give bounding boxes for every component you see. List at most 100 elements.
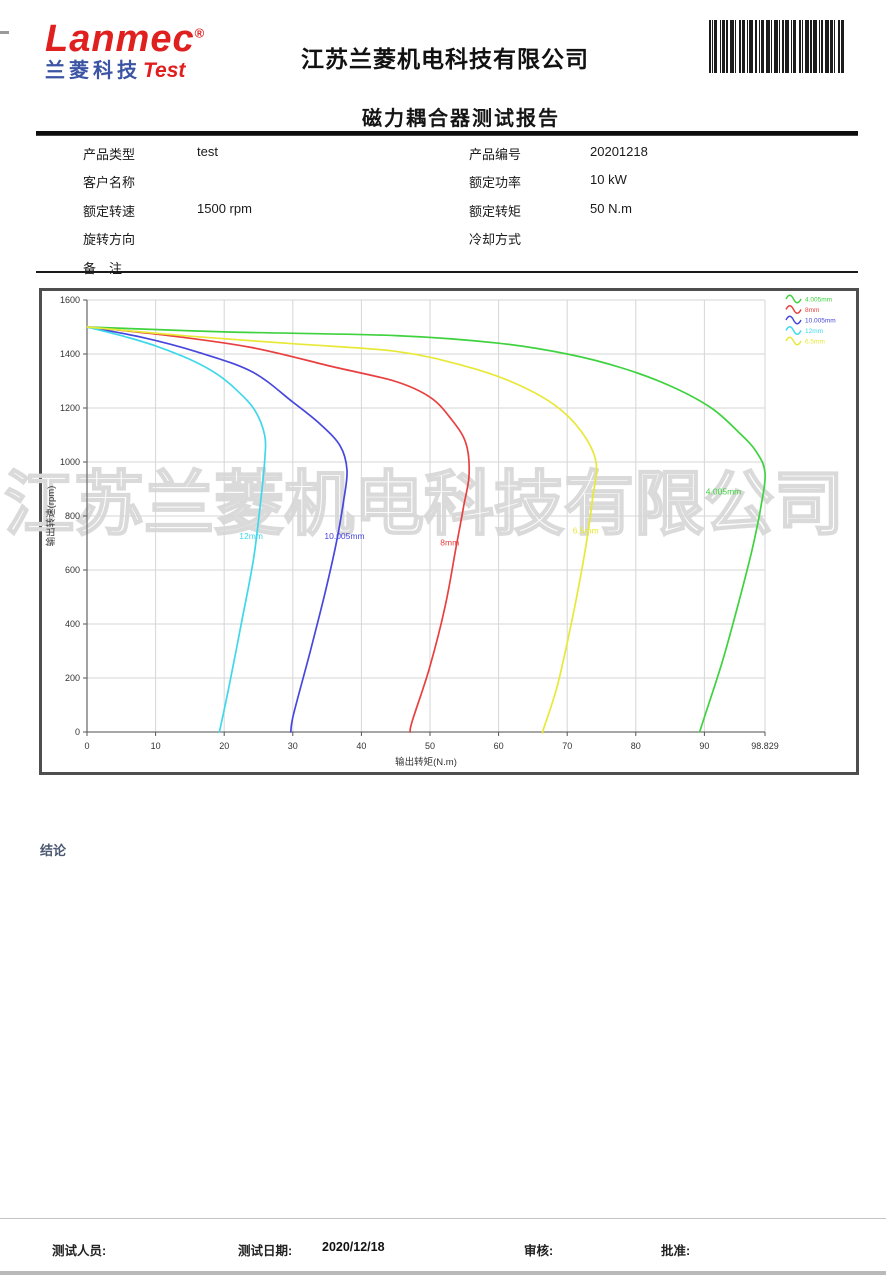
legend-label: 8mm xyxy=(805,307,819,314)
y-tick-label: 1400 xyxy=(60,349,80,359)
page-bottom-edge xyxy=(0,1271,886,1275)
y-tick-label: 400 xyxy=(65,619,80,629)
logo-subtitle: 兰菱科技Test xyxy=(45,60,205,81)
barcode-bar xyxy=(712,20,714,73)
logo-subtitle-cn: 兰菱科技 xyxy=(45,60,141,82)
legend-label: 4.005mm xyxy=(805,297,832,304)
field-label-rated-torque: 额定转矩 xyxy=(469,203,522,219)
footer-divider xyxy=(0,1218,886,1219)
field-value-rated-power: 10 kW xyxy=(590,172,627,188)
field-value-product-type: test xyxy=(197,144,218,159)
company-name: 江苏兰菱机电科技有限公司 xyxy=(301,46,589,72)
barcode-bar xyxy=(813,20,817,73)
barcode-bar xyxy=(818,20,820,73)
series-curve-8mm xyxy=(86,326,471,733)
field-value-rated-speed: 1500 rpm xyxy=(197,200,252,216)
barcode-bar xyxy=(784,20,790,73)
x-tick-label: 50 xyxy=(425,741,435,751)
barcode-bar xyxy=(798,20,801,73)
barcode-bar xyxy=(834,20,836,73)
product-info-form: 产品类型 test 产品编号 20201218 客户名称 额定功率 10 kW … xyxy=(0,144,886,286)
legend-label: 12mm xyxy=(805,328,823,335)
y-axis-title: 输出转速(rpm) xyxy=(45,486,57,547)
barcode xyxy=(709,20,847,73)
y-tick-label: 800 xyxy=(65,511,80,521)
series-label-8mm: 8mm xyxy=(440,538,459,548)
series-label-4.005mm: 4.005mm xyxy=(706,486,741,496)
x-tick-label: 10 xyxy=(151,741,161,751)
barcode-bar xyxy=(746,20,748,73)
barcode-bar xyxy=(714,20,718,73)
barcode-bar xyxy=(793,20,797,73)
y-tick-label: 600 xyxy=(65,565,80,575)
barcode-bar xyxy=(791,20,793,73)
form-row: 额定转速 1500 rpm 额定转矩 50 N.m xyxy=(0,201,886,229)
form-row: 客户名称 额定功率 10 kW xyxy=(0,172,886,200)
report-title: 磁力耦合器测试报告 xyxy=(362,108,560,130)
x-tick-label: 0 xyxy=(84,741,89,751)
legend-label: 10.005mm xyxy=(805,318,836,325)
legend-line-icon xyxy=(785,305,802,314)
x-tick-label: 60 xyxy=(494,741,504,751)
y-tick-label: 1200 xyxy=(60,403,80,413)
legend-label: 6.5mm xyxy=(805,339,825,346)
logo-brand-text: Lanmec® xyxy=(45,18,206,60)
field-label-product-type: 产品类型 xyxy=(83,147,136,162)
y-tick-label: 200 xyxy=(65,673,80,683)
company-logo: Lanmec® 兰菱科技Test xyxy=(45,20,205,81)
x-tick-label: 30 xyxy=(288,741,298,751)
series-curve-6.5mm xyxy=(86,326,598,734)
series-curve-4.005mm xyxy=(86,326,766,733)
x-tick-label: 70 xyxy=(562,741,572,751)
barcode-bar xyxy=(758,20,760,73)
barcode-bar xyxy=(810,20,813,73)
field-label-customer: 客户名称 xyxy=(83,175,136,191)
field-label-rated-speed: 额定转速 xyxy=(83,203,136,219)
legend-line-icon xyxy=(785,336,802,346)
barcode-bar xyxy=(781,20,784,73)
barcode-bar xyxy=(749,20,754,73)
series-label-6.5mm: 6.5mm xyxy=(573,526,599,536)
barcode-bar xyxy=(738,20,741,73)
y-tick-label: 1600 xyxy=(60,295,80,305)
barcode-bar xyxy=(709,20,712,73)
barcode-bar xyxy=(735,20,737,73)
x-axis-title: 输出转矩(N.m) xyxy=(395,756,457,768)
y-tick-label: 0 xyxy=(75,727,80,737)
field-label-rotation-direction: 旋转方向 xyxy=(83,232,136,248)
form-divider xyxy=(36,271,858,273)
barcode-bar xyxy=(837,20,840,73)
field-value-rated-torque: 50 N.m xyxy=(590,200,632,216)
x-tick-label: 20 xyxy=(219,741,229,751)
footer-approve-label: 批准: xyxy=(661,1244,691,1258)
scan-edge-artifact xyxy=(0,31,9,34)
barcode-bar xyxy=(771,20,773,73)
barcode-bar xyxy=(741,20,745,73)
form-row: 产品类型 test 产品编号 20201218 xyxy=(0,144,886,172)
footer-date-label: 测试日期: xyxy=(238,1244,293,1258)
series-label-10.005mm: 10.005mm xyxy=(324,531,364,541)
barcode-bar xyxy=(730,20,735,73)
barcode-bar xyxy=(820,20,823,73)
logo-subtitle-en: Test xyxy=(143,59,186,82)
chart-frame xyxy=(39,288,859,775)
chart-svg: 0 10 20 30 40 50 60 70 80 90 98.829 0 200 400 600 800 10… xyxy=(45,294,836,768)
title-divider xyxy=(36,131,858,136)
y-tick-label: 1000 xyxy=(60,457,80,467)
x-tick-label: 98.829 xyxy=(751,741,779,751)
barcode-gap xyxy=(844,20,846,73)
field-label-remarks: 备 注 xyxy=(83,260,123,276)
footer-tester-label: 测试人员: xyxy=(52,1244,107,1258)
barcode-bar xyxy=(721,20,725,73)
field-value-product-no: 20201218 xyxy=(590,144,648,159)
barcode-bar xyxy=(801,20,803,73)
legend-line-icon xyxy=(785,294,802,304)
barcode-bar xyxy=(760,20,764,73)
barcode-bar xyxy=(804,20,810,73)
series-curve-12mm xyxy=(86,326,267,733)
x-tick-label: 90 xyxy=(699,741,709,751)
barcode-bar xyxy=(840,20,844,73)
barcode-bar xyxy=(778,20,780,73)
barcode-bar xyxy=(725,20,728,73)
barcode-bar xyxy=(830,20,834,73)
